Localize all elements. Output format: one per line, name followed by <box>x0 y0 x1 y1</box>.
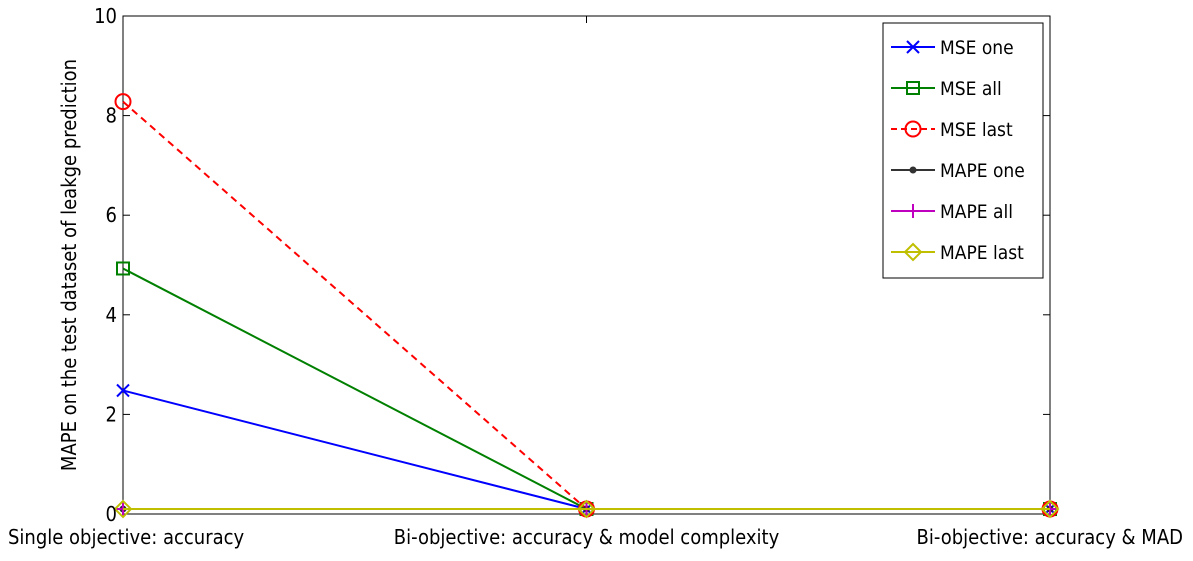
legend-entry: MSE one <box>940 37 1014 59</box>
x-tick-label: Single objective: accuracy <box>8 525 245 549</box>
y-tick-label: 8 <box>106 104 117 128</box>
y-tick-labels: 0 2 4 6 8 10 <box>94 4 117 526</box>
data-point <box>1040 499 1060 519</box>
legend-entry: MSE all <box>940 78 1002 100</box>
legend-marker <box>906 204 920 218</box>
legend-marker <box>904 120 922 138</box>
data-point <box>114 93 132 111</box>
axis-ticks <box>122 15 1051 515</box>
series-mape-last <box>113 499 1060 519</box>
data-point <box>113 499 133 519</box>
x-tick-label: Bi-objective: accuracy & model complexit… <box>394 525 780 549</box>
y-tick-label: 4 <box>106 303 117 327</box>
y-tick-label: 6 <box>106 203 117 227</box>
legend-marker <box>903 242 923 262</box>
legend-marker <box>909 166 917 174</box>
y-tick-label: 2 <box>106 402 117 426</box>
series-layer <box>113 93 1060 519</box>
legend-marker <box>906 81 920 95</box>
y-tick-label: 0 <box>106 502 117 526</box>
y-tick-label: 10 <box>94 4 117 28</box>
legend-marker <box>906 40 920 54</box>
legend-entry: MSE last <box>940 119 1013 141</box>
y-axis-label: MAPE on the test dataset of leakge predi… <box>57 59 81 471</box>
legend-entry: MAPE last <box>940 242 1024 264</box>
legend: MSE one MSE all MSE last MAPE one MAPE all MA… <box>882 22 1044 279</box>
data-point <box>577 499 596 519</box>
legend-entry: MAPE all <box>940 201 1013 223</box>
x-tick-labels: Single objective: accuracy Bi-objective: … <box>8 525 1183 549</box>
data-point <box>116 261 130 276</box>
data-point <box>116 383 130 398</box>
x-tick-label: Bi-objective: accuracy & MAD <box>917 525 1183 549</box>
legend-box <box>882 22 1044 279</box>
legend-entry: MAPE one <box>940 160 1025 182</box>
